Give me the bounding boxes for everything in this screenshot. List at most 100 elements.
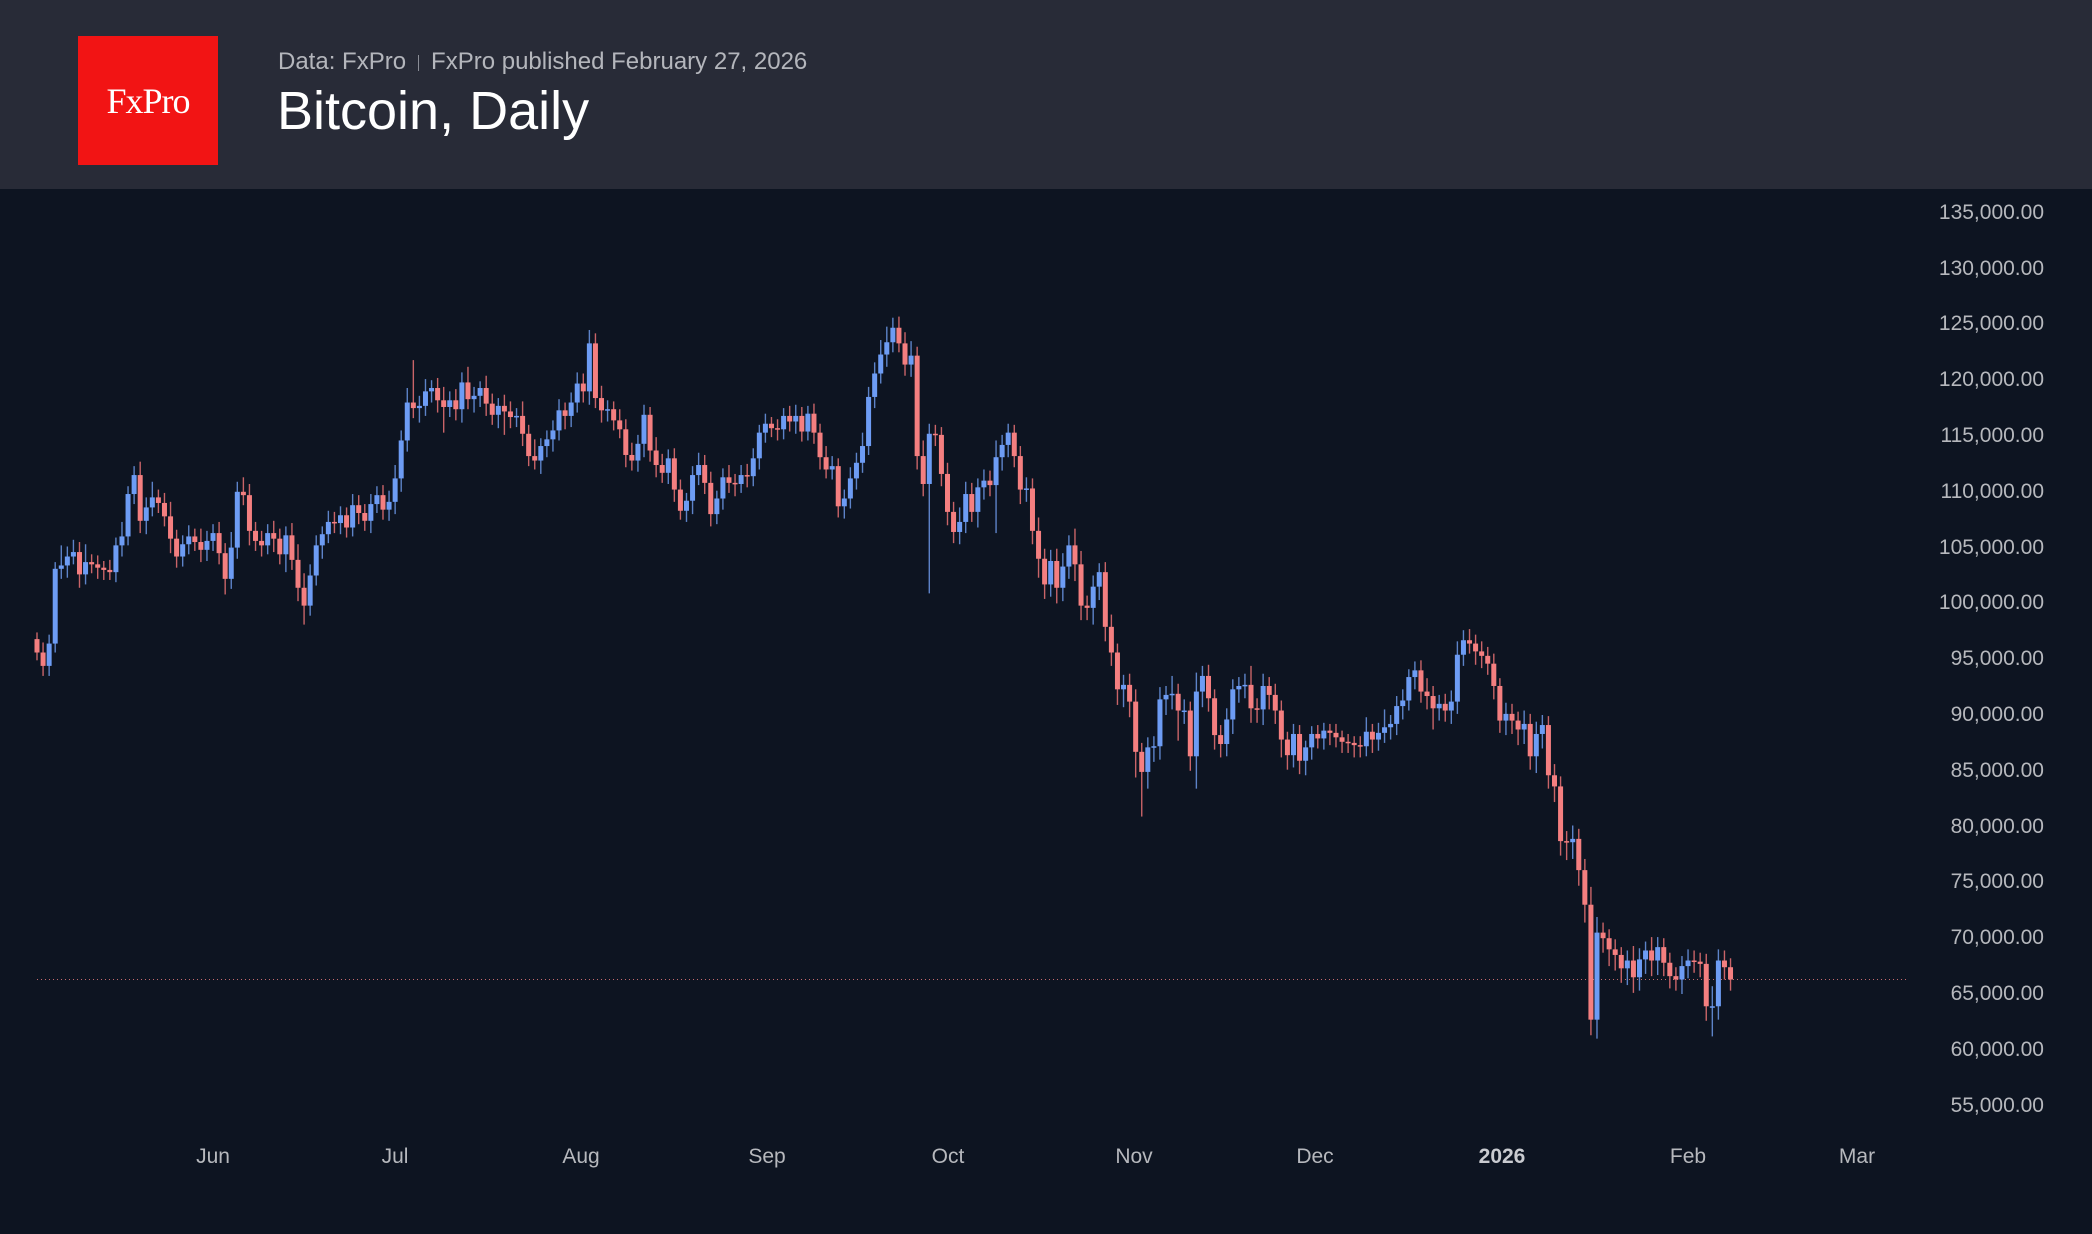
candle-down <box>896 316 902 353</box>
candle-down <box>295 544 301 602</box>
candle-down <box>89 554 95 574</box>
candle-down <box>277 528 283 565</box>
candle-down <box>1479 641 1485 669</box>
candle-down <box>289 523 295 570</box>
candle-down <box>732 473 738 497</box>
y-tick-label: 130,000.00 <box>1938 256 2044 280</box>
candle-up <box>690 466 696 515</box>
candle-up <box>1260 673 1266 726</box>
separator <box>418 54 420 71</box>
y-tick-label: 125,000.00 <box>1938 312 2044 336</box>
candle-up <box>477 381 483 407</box>
candle-down <box>1697 952 1703 978</box>
candle-up <box>1224 708 1230 757</box>
candle-up <box>210 524 216 551</box>
candle-up <box>1643 941 1649 974</box>
candle-down <box>987 470 993 497</box>
candle-down <box>410 360 416 419</box>
candle-down <box>526 424 532 467</box>
candle-down <box>1108 614 1114 666</box>
candle-down <box>155 489 161 514</box>
x-tick-label: Feb <box>1669 1145 1707 1168</box>
candle-down <box>1072 528 1078 582</box>
candle-up <box>1005 423 1011 458</box>
published-date: FxPro published February 27, 2026 <box>431 48 808 75</box>
candle-down <box>1017 446 1023 505</box>
candle-up <box>1309 726 1315 760</box>
candle-up <box>1388 715 1394 740</box>
candle-up <box>999 434 1005 471</box>
candle-up <box>447 391 453 418</box>
candle-down <box>647 406 653 462</box>
candle-up <box>338 506 343 535</box>
candle-up <box>1193 672 1199 789</box>
candle-up <box>70 539 76 565</box>
candle-up <box>1230 679 1236 734</box>
candle-up <box>1121 674 1127 708</box>
candle-up <box>131 466 137 505</box>
candle-up <box>793 404 799 434</box>
candle-down <box>107 559 113 580</box>
candle-down <box>1029 478 1035 545</box>
candle-down <box>1667 952 1673 989</box>
candle-down <box>835 458 841 518</box>
candle-up <box>1181 699 1187 724</box>
candle-down <box>435 377 441 413</box>
candle-down <box>969 482 975 522</box>
candle-up <box>574 372 580 413</box>
candle-down <box>1442 693 1448 722</box>
candle-down <box>1485 646 1491 675</box>
candle-up <box>1679 956 1685 994</box>
candle-up <box>404 388 410 452</box>
candle-up <box>398 430 404 492</box>
candle-up <box>872 362 878 409</box>
candle-down <box>1084 595 1090 621</box>
candle-down <box>1011 424 1017 468</box>
candle-up <box>720 468 726 510</box>
plot-area[interactable] <box>0 189 2092 1234</box>
candle-down <box>1284 731 1290 770</box>
candle-down <box>1600 922 1606 953</box>
y-tick-label: 75,000.00 <box>1950 870 2044 894</box>
candlestick-chart[interactable]: 135,000.00 130,000.00 125,000.00 120,000.00… <box>0 189 2092 1234</box>
candle-down <box>1661 938 1667 977</box>
candle-down <box>1102 562 1108 642</box>
candle-up <box>307 564 313 616</box>
candle-up <box>180 535 186 567</box>
y-tick-label: 115,000.00 <box>1940 424 2044 447</box>
candle-down <box>671 448 677 502</box>
candle-down <box>1333 723 1339 748</box>
candle-down <box>76 542 82 588</box>
candle-up <box>325 510 331 544</box>
candle-up <box>186 525 192 555</box>
candle-down <box>1649 937 1655 977</box>
candle-down <box>532 439 538 470</box>
candle-down <box>1206 664 1212 712</box>
candle-up <box>1157 687 1163 760</box>
x-tick-label: Jun <box>196 1145 230 1168</box>
candle-down <box>1612 939 1618 971</box>
candle-down <box>356 495 362 525</box>
candle-up <box>586 329 592 405</box>
candle-up <box>1709 986 1715 1037</box>
candle-down <box>1187 701 1193 771</box>
candle-up <box>908 341 914 377</box>
candle-down <box>677 479 683 520</box>
candle-down <box>344 507 350 538</box>
candle-up <box>957 507 963 545</box>
candle-down <box>441 386 447 433</box>
candle-down <box>611 401 617 431</box>
candle-down <box>902 332 908 376</box>
fxpro-logo: FxPro <box>78 36 218 165</box>
candle-up <box>374 486 380 514</box>
candle-up <box>884 326 890 367</box>
candle-up <box>1163 685 1169 715</box>
candle-up <box>981 469 987 500</box>
y-tick-label: 120,000.00 <box>1938 368 2044 392</box>
candle-down <box>216 521 222 565</box>
candle-up <box>471 386 477 413</box>
y-tick-label: 70,000.00 <box>1950 926 2044 950</box>
candle-down <box>1630 946 1636 993</box>
candle-down <box>1527 713 1533 770</box>
candle-up <box>52 562 58 653</box>
